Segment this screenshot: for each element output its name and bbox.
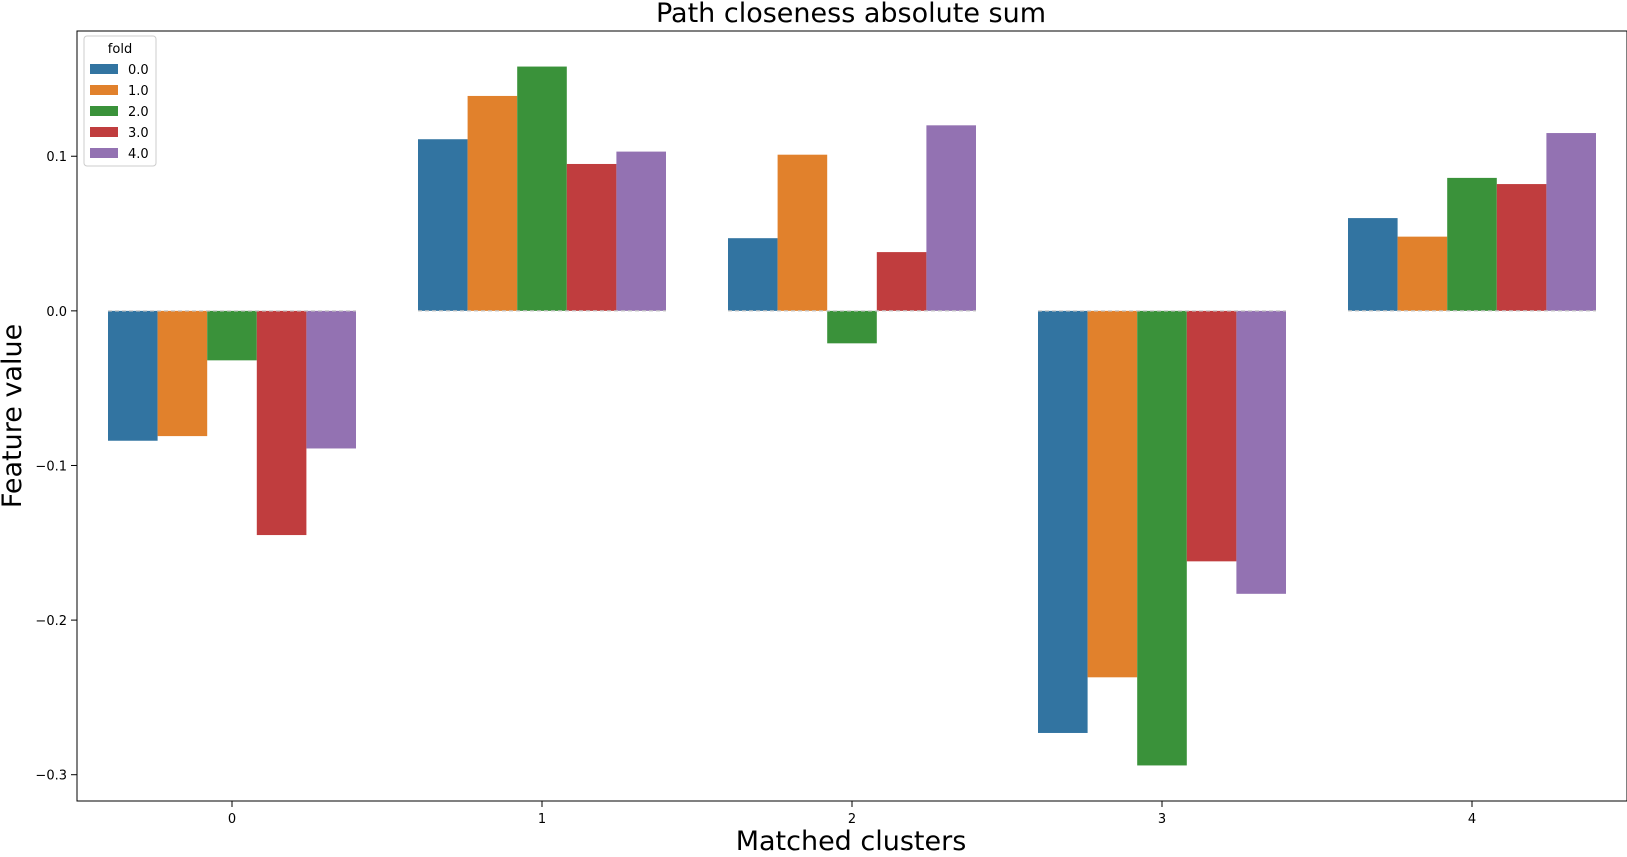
bar-cluster-3-fold-0-0 xyxy=(1038,310,1088,733)
bar-cluster-1-fold-4-0 xyxy=(616,151,666,311)
bar-cluster-2-fold-0-0 xyxy=(728,238,778,311)
legend-label: 3.0 xyxy=(128,126,149,141)
y-tick-label: −0.2 xyxy=(35,614,67,629)
y-tick-label: 0.1 xyxy=(46,150,67,165)
y-tick-label: −0.3 xyxy=(35,769,67,784)
x-tick-label: 4 xyxy=(1468,812,1476,827)
legend: fold 0.0 1.0 2.0 3.0 4.0 xyxy=(83,35,157,167)
bar-cluster-0-fold-3-0 xyxy=(256,310,307,536)
legend-swatch-4-0 xyxy=(90,148,118,158)
chart-title: Path closeness absolute sum xyxy=(656,0,1046,29)
bars-layer xyxy=(108,66,1596,766)
y-tick-label: −0.1 xyxy=(35,459,67,474)
legend-swatch-0-0 xyxy=(90,64,118,74)
bar-cluster-0-fold-0-0 xyxy=(108,310,158,441)
bar-cluster-0-fold-4-0 xyxy=(306,310,356,449)
y-tick-label: 0.0 xyxy=(46,305,67,320)
x-axis-label: Matched clusters xyxy=(736,826,967,857)
bar-cluster-1-fold-3-0 xyxy=(566,163,617,311)
legend-title: fold xyxy=(108,42,132,57)
bar-cluster-1-fold-0-0 xyxy=(418,139,468,311)
bar-cluster-1-fold-1-0 xyxy=(467,95,518,311)
legend-swatch-3-0 xyxy=(90,127,118,137)
bar-cluster-4-fold-0-0 xyxy=(1348,218,1398,311)
bar-cluster-2-fold-2-0 xyxy=(827,310,877,344)
bar-cluster-2-fold-1-0 xyxy=(777,154,828,311)
x-tick-label: 2 xyxy=(848,812,856,827)
bar-cluster-4-fold-2-0 xyxy=(1447,177,1497,311)
bar-cluster-3-fold-3-0 xyxy=(1186,310,1237,562)
bar-cluster-2-fold-4-0 xyxy=(926,125,976,311)
y-axis: −0.3 −0.2 −0.1 0.0 0.1 xyxy=(35,150,77,784)
x-tick-label: 1 xyxy=(538,812,546,827)
bar-cluster-1-fold-2-0 xyxy=(517,66,567,311)
legend-label: 2.0 xyxy=(128,105,149,120)
bar-cluster-3-fold-2-0 xyxy=(1137,310,1187,766)
bar-cluster-0-fold-1-0 xyxy=(157,310,208,437)
legend-items: 0.0 1.0 2.0 3.0 4.0 xyxy=(90,63,149,162)
x-tick-label: 0 xyxy=(228,812,236,827)
legend-swatch-1-0 xyxy=(90,85,118,95)
bar-cluster-0-fold-2-0 xyxy=(207,310,257,361)
legend-label: 0.0 xyxy=(128,63,149,78)
bar-cluster-4-fold-3-0 xyxy=(1496,184,1547,311)
x-axis: 0 1 2 3 4 xyxy=(228,801,1476,827)
bar-cluster-4-fold-1-0 xyxy=(1397,236,1448,311)
y-axis-label: Feature value xyxy=(0,324,28,508)
bar-cluster-2-fold-3-0 xyxy=(876,252,927,311)
legend-label: 1.0 xyxy=(128,84,149,99)
legend-swatch-2-0 xyxy=(90,106,118,116)
legend-label: 4.0 xyxy=(128,147,149,162)
bar-cluster-4-fold-4-0 xyxy=(1546,133,1596,311)
bar-cluster-3-fold-1-0 xyxy=(1087,310,1138,678)
x-tick-label: 3 xyxy=(1158,812,1166,827)
bar-cluster-3-fold-4-0 xyxy=(1236,310,1286,594)
